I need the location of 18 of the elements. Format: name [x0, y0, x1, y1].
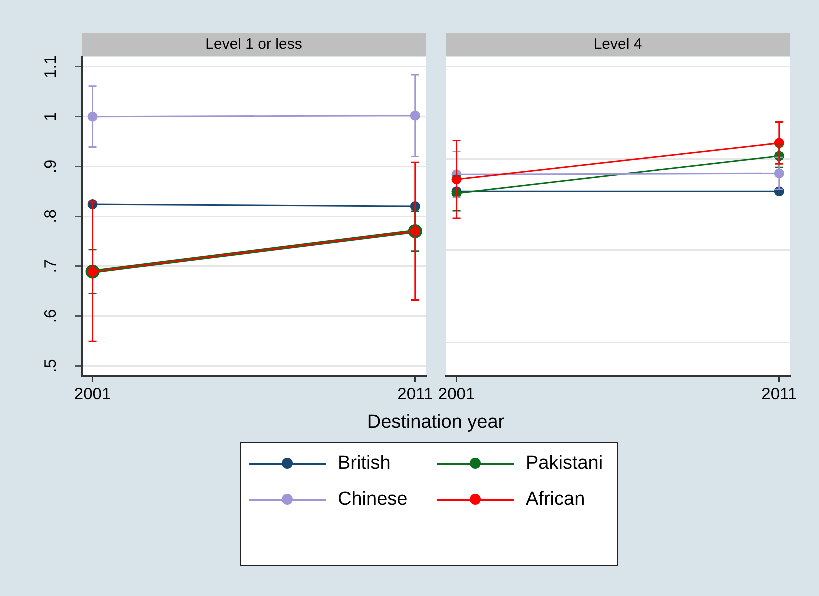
y-tick-label: .5	[42, 359, 60, 373]
x-tick-label: 2011	[398, 385, 434, 404]
x-axis-title: Destination year	[366, 412, 506, 434]
chart-title: Level 4	[446, 33, 790, 56]
legend-label: African	[526, 489, 586, 511]
y-tick-label: .8	[42, 210, 60, 224]
y-tick-label: .9	[42, 160, 60, 174]
legend-label: British	[338, 453, 391, 475]
x-tick-label: 2001	[438, 385, 476, 404]
y-tick-label: .6	[42, 309, 60, 324]
legend-label: Chinese	[338, 489, 408, 511]
y-tick-label: 1.1	[42, 56, 60, 78]
chart-title: Level 1 or less	[82, 33, 426, 56]
x-tick-label: 2011	[762, 385, 798, 404]
legend-label: Pakistani	[526, 453, 604, 475]
x-tick-label: 2001	[74, 385, 112, 404]
y-tick-label: 1	[42, 112, 60, 122]
y-tick-label: .7	[42, 259, 60, 274]
